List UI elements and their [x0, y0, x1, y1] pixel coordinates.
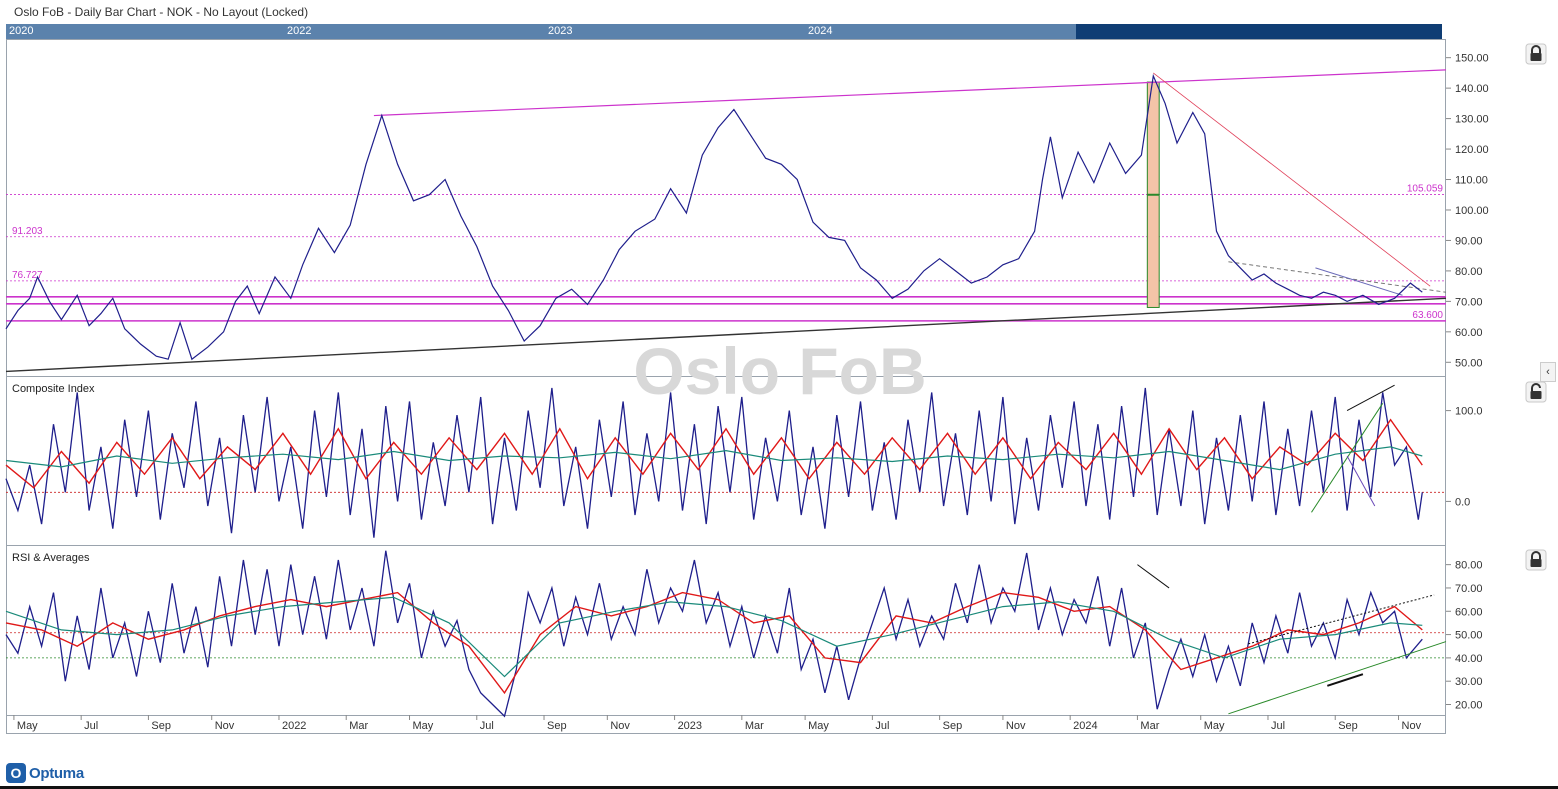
navigator-window[interactable]	[6, 24, 1076, 39]
y-tick-label: 70.00	[1455, 583, 1483, 595]
navigator-year: 2022	[287, 25, 312, 37]
x-tick-label: May	[17, 720, 38, 732]
upper-trendline	[373, 69, 1447, 117]
date-navigator[interactable]: 2020 2022 2023 2024	[6, 24, 1442, 39]
descending-trendline	[1153, 72, 1431, 287]
x-tick-label: Sep	[151, 720, 171, 732]
rsi-rsi-line	[5, 550, 1423, 718]
composite-fast_average-line	[5, 418, 1423, 489]
x-tick-label: Jul	[1271, 720, 1285, 732]
x-tick-label: 2023	[678, 720, 702, 732]
y-tick-label: 90.00	[1455, 235, 1483, 247]
y-tick-label: 80.00	[1455, 560, 1483, 572]
x-tick-label: Jul	[875, 720, 889, 732]
x-tick-label: 2024	[1073, 720, 1097, 732]
y-tick-label: 100.0	[1455, 406, 1483, 418]
dashed-trendline	[1228, 261, 1447, 293]
y-tick-label: 140.00	[1455, 83, 1489, 95]
y-tick-label: 50.00	[1455, 630, 1483, 642]
chart-title: Oslo FoB - Daily Bar Chart - NOK - No La…	[14, 5, 309, 19]
y-tick-label: 30.00	[1455, 676, 1483, 688]
x-tick-label: Nov	[1402, 720, 1422, 732]
x-tick-label: May	[1204, 720, 1225, 732]
footer-bar	[0, 786, 1558, 789]
level-label: 76.727	[12, 270, 43, 281]
rsi-annotation-line	[1327, 673, 1364, 687]
x-tick-label: May	[413, 720, 434, 732]
y-tick-label: 130.00	[1455, 114, 1489, 126]
y-tick-label: 100.00	[1455, 205, 1489, 217]
unlock-icon[interactable]	[1524, 380, 1548, 404]
y-tick-label: 150.00	[1455, 53, 1489, 65]
brand-mark-icon: O	[6, 763, 26, 783]
x-tick-label: 2022	[282, 720, 306, 732]
x-tick-label: Jul	[480, 720, 494, 732]
x-tick-label: Jul	[84, 720, 98, 732]
watermark: Oslo FoB	[633, 334, 926, 408]
x-tick-label: Mar	[745, 720, 764, 732]
lower-trendline	[5, 297, 1447, 373]
composite-index-line	[5, 387, 1423, 538]
y-tick-label: 60.00	[1455, 606, 1483, 618]
composite-slow_average-line	[5, 446, 1423, 471]
y-tick-label: 80.00	[1455, 266, 1483, 278]
y-tick-label: 60.00	[1455, 327, 1483, 339]
rsi-resistance-line	[1248, 594, 1435, 645]
y-tick-label: 50.00	[1455, 357, 1483, 369]
lock-icon[interactable]	[1524, 548, 1548, 572]
x-tick-label: Nov	[1006, 720, 1026, 732]
composite-annotation-line	[1346, 384, 1395, 412]
x-tick-label: Sep	[547, 720, 567, 732]
y-tick-label: 110.00	[1455, 175, 1488, 187]
chevron-left-icon[interactable]: ‹	[1540, 362, 1556, 382]
composite-annotation-line	[1346, 455, 1376, 507]
y-tick-label: 0.0	[1455, 496, 1470, 508]
y-tick-label: 70.00	[1455, 296, 1483, 308]
brand-name: Optuma	[29, 764, 84, 782]
rsi-support-line	[1228, 641, 1447, 715]
x-tick-label: Sep	[943, 720, 963, 732]
rsi-slow_average-line	[5, 596, 1423, 678]
chart-frame	[6, 39, 1446, 734]
x-tick-label: Mar	[349, 720, 368, 732]
optuma-logo: O Optuma	[6, 762, 84, 784]
level-label: 105.059	[1407, 184, 1444, 195]
navigator-year: 2023	[548, 25, 573, 37]
y-tick-label: 120.00	[1455, 144, 1489, 156]
rsi-fast_average-line	[5, 591, 1423, 695]
composite-panel-label: Composite Index	[12, 383, 95, 395]
x-tick-label: May	[808, 720, 829, 732]
lock-icon[interactable]	[1524, 42, 1548, 66]
price-series-line	[5, 73, 1423, 361]
level-label: 91.203	[12, 226, 43, 237]
rsi-panel-label: RSI & Averages	[12, 552, 90, 564]
x-tick-label: Sep	[1338, 720, 1358, 732]
navigator-year: 2020	[9, 25, 34, 37]
y-tick-label: 40.00	[1455, 653, 1483, 665]
wedge-line	[1315, 267, 1403, 296]
x-tick-label: Mar	[1140, 720, 1159, 732]
y-tick-label: 20.00	[1455, 700, 1483, 712]
rsi-annotation-line	[1137, 564, 1170, 589]
x-tick-label: Nov	[215, 720, 235, 732]
navigator-year: 2024	[808, 25, 833, 37]
composite-annotation-line	[1311, 403, 1384, 513]
x-tick-label: Nov	[610, 720, 630, 732]
level-label: 63.600	[1412, 310, 1443, 321]
